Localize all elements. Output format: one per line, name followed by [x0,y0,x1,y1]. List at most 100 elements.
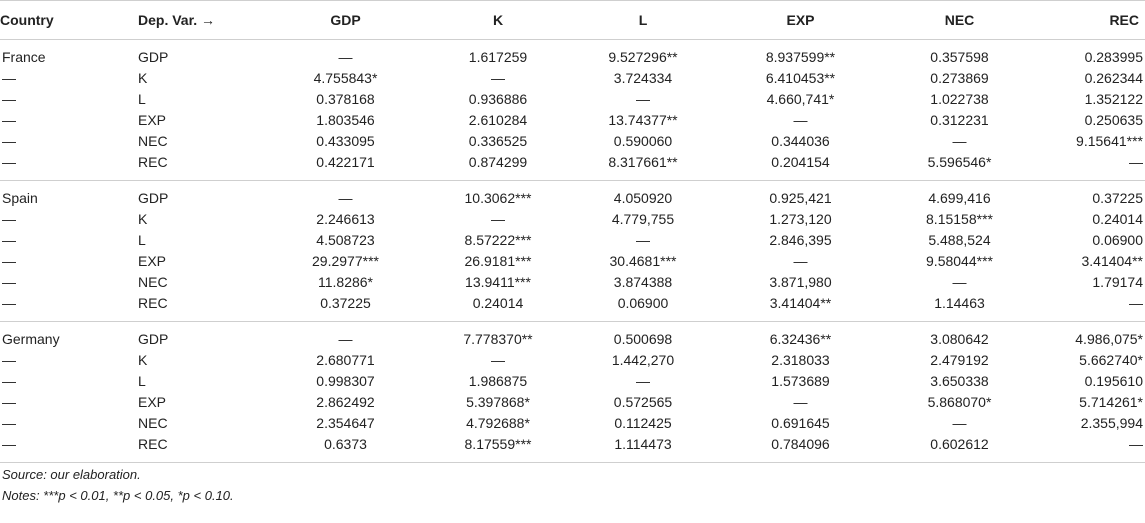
value-cell: 8.17559*** [423,434,573,463]
value-cell: 5.596546* [888,152,1031,181]
value-cell: 29.2977*** [312,253,379,269]
dep-var-cell: K [138,211,148,227]
table-row: Germany GDP — 7.778370** 0.500698 6.32436** 3.… [0,322,1145,351]
value-cell: 5.488,524 [928,232,991,248]
dep-var-cell: L [138,232,146,248]
value-cell: 0.925,421 [769,190,832,206]
header-dep-var: Dep. Var. → [138,0,268,40]
value-cell: 1.79174 [1092,274,1143,290]
value-cell: 4.779,755 [611,211,675,227]
value-cell: 8.57222*** [464,232,532,248]
value-cell: — [1031,152,1145,181]
value-cell: 0.602612 [888,434,1031,463]
dep-var-cell: EXP [138,112,167,128]
value-cell: 0.112425 [614,415,672,431]
value-cell: — [1031,434,1145,463]
value-cell: 8.937599** [765,49,836,65]
country-cell: — [2,232,16,248]
value-cell: 1.14463 [888,293,1031,322]
value-cell: 0.691645 [771,415,830,431]
country-cell: — [2,415,16,431]
significance-note: Notes: ***p < 0.01, **p < 0.05, *p < 0.1… [2,488,234,503]
value-cell: 1.273,120 [769,211,832,227]
header-gdp: GDP [268,0,423,40]
value-cell: 2.246613 [316,211,375,227]
value-cell: 0.936886 [468,91,528,107]
table-row: — L 0.378168 0.936886 — 4.660,741* 1.022738 1.3… [0,89,1145,110]
value-cell: 0.195610 [1084,373,1143,389]
dep-var-cell: GDP [138,190,169,206]
value-cell: 10.3062*** [464,190,532,206]
value-cell: 6.32436** [769,331,832,347]
value-cell: 3.41404** [713,293,888,322]
dep-var-cell: NEC [138,133,168,149]
value-cell: 11.8286* [317,274,373,290]
value-cell: 7.778370** [463,331,533,347]
dep-var-cell: REC [138,293,268,322]
value-cell: 5.397868* [466,394,530,410]
country-cell: — [2,352,16,368]
value-cell: 3.871,980 [769,274,832,290]
value-cell: 13.74377** [608,112,678,128]
value-cell: 0.06900 [573,293,713,322]
country-cell: — [2,373,16,389]
granger-causality-table: Country Dep. Var. → GDP K L EXP NEC REC … [0,0,1145,463]
table-row: — EXP 1.803546 2.610284 13.74377** — 0.312231 0… [0,110,1145,131]
value-cell: 0.273869 [930,70,989,86]
value-cell: — [952,274,967,290]
value-cell: 3.650338 [930,373,989,389]
table-row: France GDP — 1.617259 9.527296** 8.937599** 0.… [0,40,1145,69]
value-cell: 1.803546 [316,112,375,128]
value-cell: 4.986,075* [1075,331,1143,347]
dep-var-cell: REC [138,434,268,463]
value-cell: 6.410453** [765,70,836,86]
value-cell: 4.508723 [316,232,375,248]
value-cell: 0.500698 [613,331,673,347]
value-cell: 0.262344 [1084,70,1143,86]
value-cell: 0.37225 [1092,190,1143,206]
value-cell: — [636,373,650,389]
country-cell: Germany [2,331,60,347]
value-cell: 0.37225 [268,293,423,322]
dep-var-cell: L [138,373,146,389]
value-cell: 2.610284 [468,112,528,128]
table-body: France GDP —1.617259 9.527296** 8.937599** 0.… [0,40,1145,463]
value-cell: 1.573689 [771,373,830,389]
value-cell: 2.318033 [771,352,830,368]
table-row: — REC 0.37225 0.24014 0.06900 3.41404** 1.1446… [0,293,1145,322]
table-row: — EXP 29.2977*** 26.9181*** 30.4681*** — 9.580… [0,251,1145,272]
table-row: Spain GDP — 10.3062*** 4.050920 0.925,421 4.69… [0,181,1145,210]
table-row: — REC 0.422171 0.874299 8.317661** 0.204154 5.… [0,152,1145,181]
country-cell: — [0,434,138,463]
value-cell: 0.24014 [1092,211,1143,227]
value-cell: 0.874299 [423,152,573,181]
value-cell: 8.317661** [573,152,713,181]
value-cell: 2.862492 [316,394,375,410]
dep-var-cell: GDP [138,331,169,347]
value-cell: 0.433095 [316,133,375,149]
value-cell: 3.41404** [1081,253,1143,269]
country-cell: — [2,133,16,149]
country-cell: — [2,253,16,269]
country-cell: — [0,293,138,322]
header-rec: REC [1031,0,1145,40]
country-cell: — [2,91,16,107]
value-cell: 2.354647 [316,415,375,431]
value-cell: 0.06900 [1092,232,1143,248]
value-cell: 9.15641*** [1076,133,1143,149]
table-header: Country Dep. Var. → GDP K L EXP NEC REC [0,0,1145,40]
table-row: — EXP 2.862492 5.397868* 0.572565 — 5.868070* 5… [0,392,1145,413]
value-cell: 8.15158*** [926,211,993,227]
header-nec: NEC [888,0,1031,40]
value-cell: 30.4681*** [609,253,677,269]
value-cell: — [338,331,353,347]
header-l: L [573,0,713,40]
value-cell: 4.660,741* [766,91,835,107]
header-country: Country [0,0,138,40]
dep-var-cell: EXP [138,253,167,269]
table-row: — REC 0.6373 8.17559*** 1.114473 0.784096 0.60… [0,434,1145,463]
country-cell: — [2,274,16,290]
value-cell: 0.344036 [771,133,830,149]
country-cell: — [2,70,16,86]
results-table-container: Country Dep. Var. → GDP K L EXP NEC REC … [0,0,1145,503]
